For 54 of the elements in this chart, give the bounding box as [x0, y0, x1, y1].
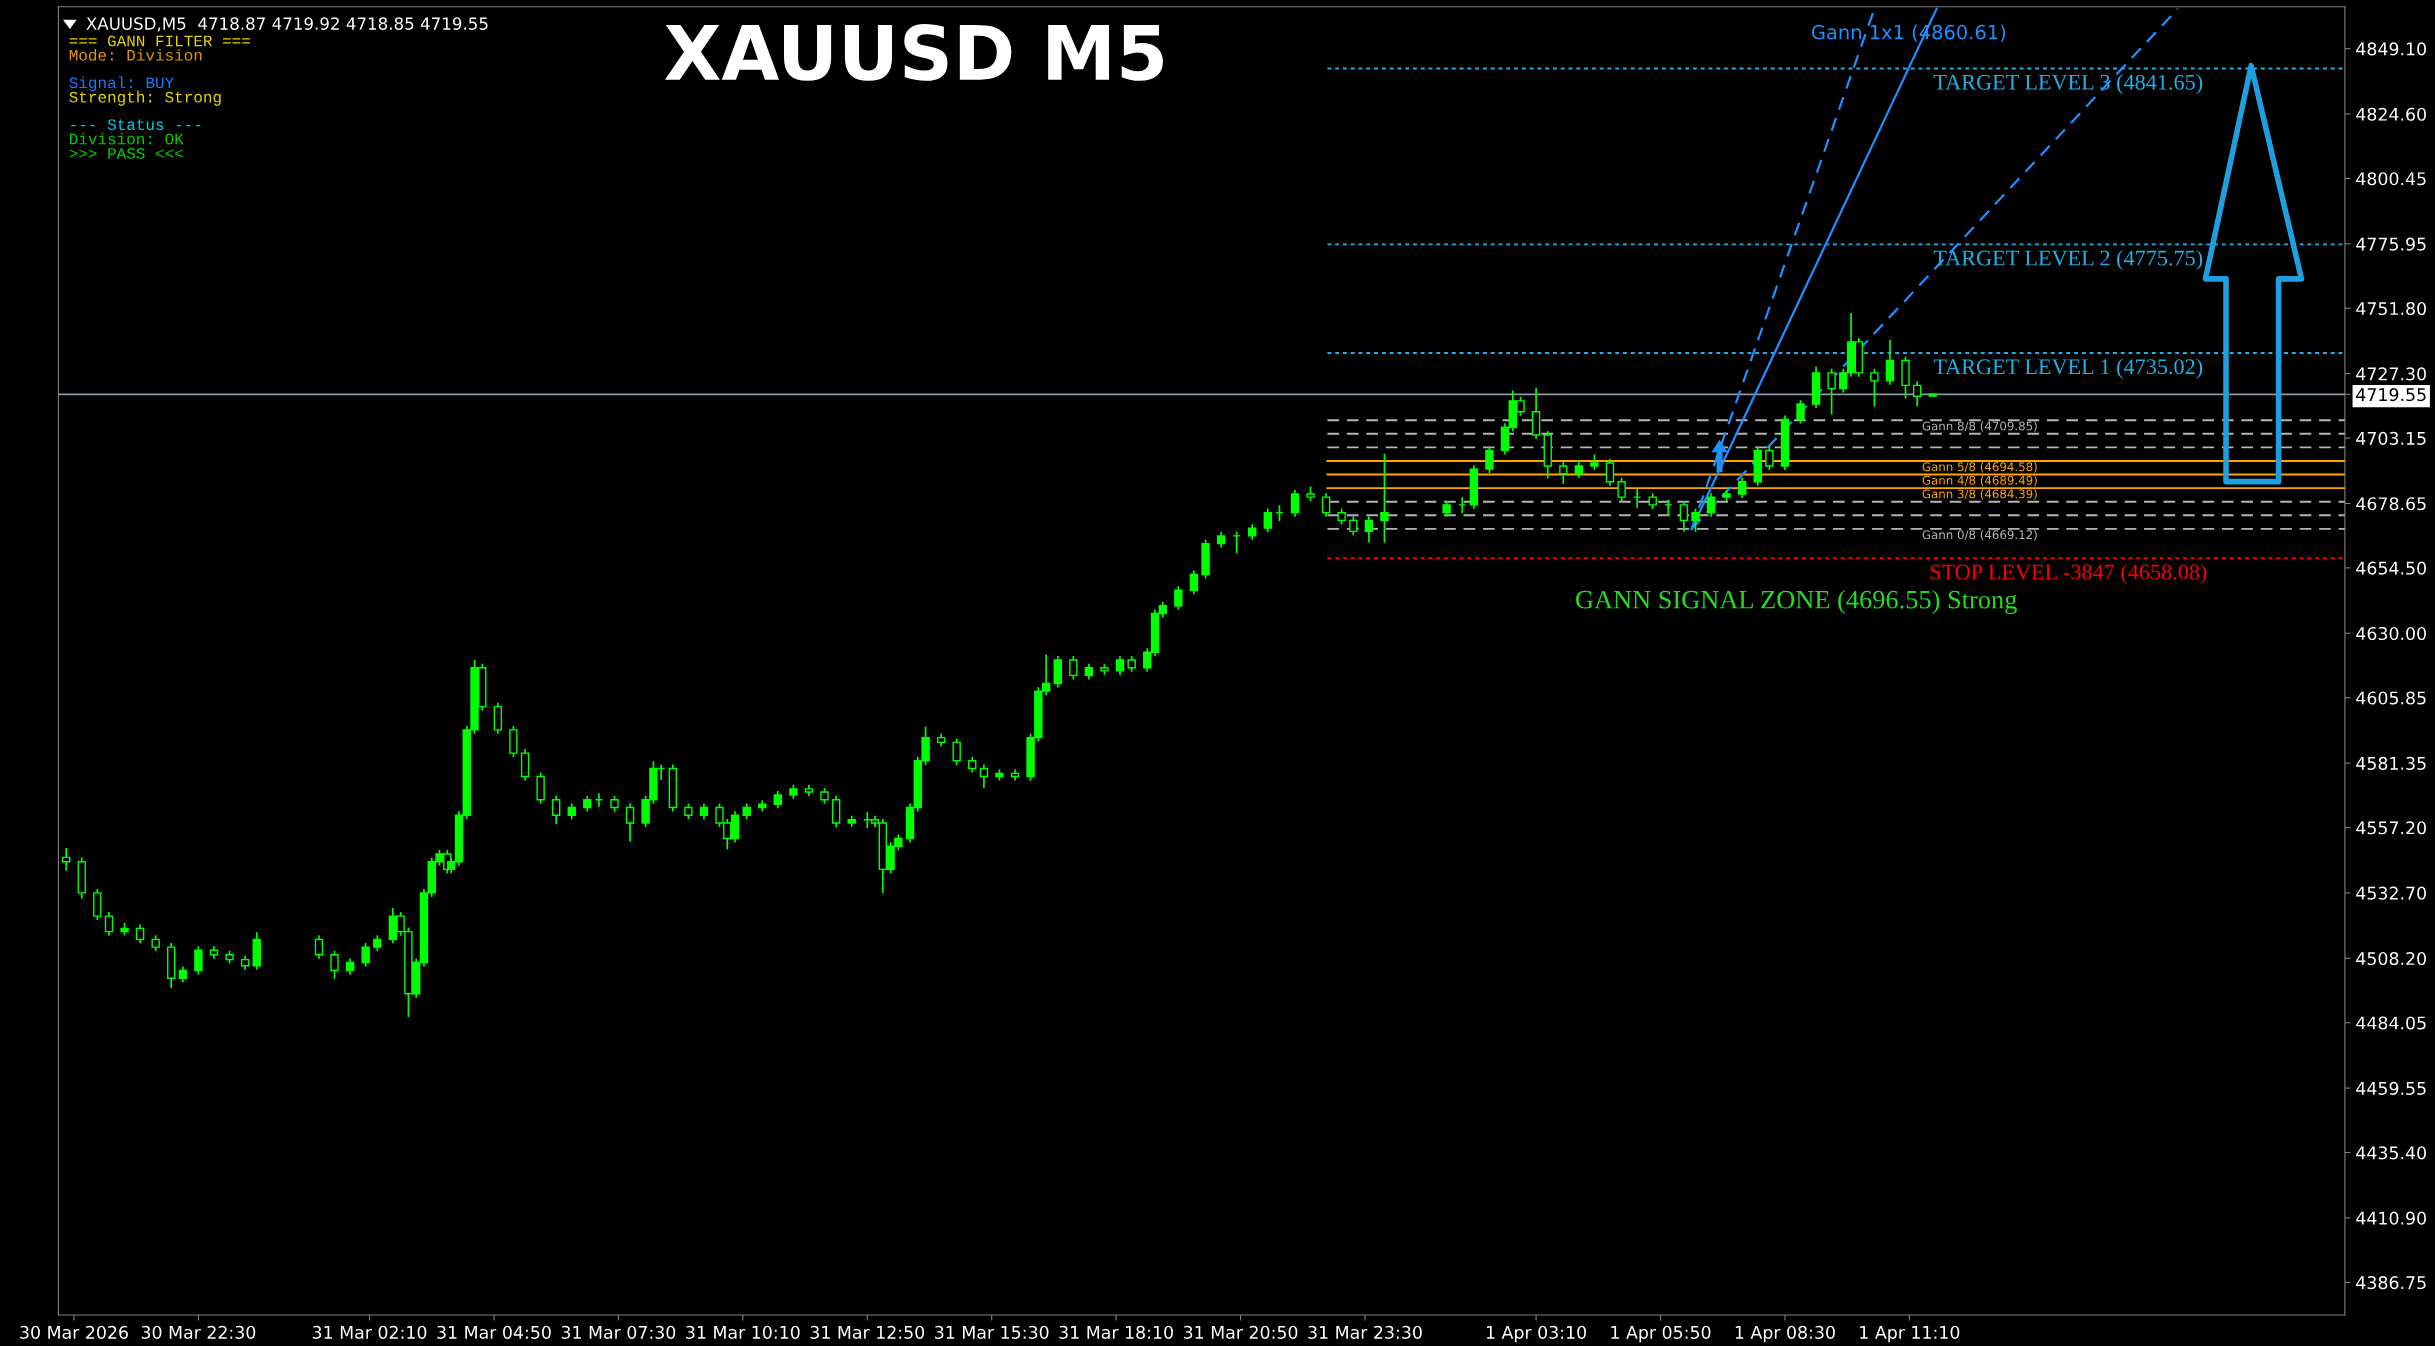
y-tick-label: 4410.90: [2356, 1211, 2426, 1225]
y-tick-label: 4800.45: [2356, 172, 2426, 186]
x-tick-label: 1 Apr 05:50: [1611, 1325, 1711, 1343]
x-tick-label: 31 Mar 02:10: [312, 1325, 427, 1339]
x-tick-label: 31 Mar 07:30: [561, 1325, 676, 1339]
y-tick-label: 4557.20: [2356, 821, 2426, 835]
annotation: Mode: Division: [69, 49, 202, 61]
annotation: === GANN FILTER ===: [69, 35, 250, 47]
ref-line-label: Gann 4/8 (4689.49): [1922, 475, 2037, 487]
ref-line-label: Gann 8/8 (4709.85): [1922, 421, 2037, 432]
y-tick-label: 4824.60: [2356, 107, 2426, 121]
x-tick-label: 31 Mar 15:30: [935, 1325, 1049, 1339]
y-tick-label: 4751.80: [2356, 301, 2426, 316]
annotation: XAUUSD,M5 4718.87 4719.92 4718.85 4719.55: [86, 17, 488, 32]
annotation: Signal: BUY: [69, 76, 174, 92]
y-tick-label: 4581.35: [2356, 756, 2426, 770]
annotation: --- Status ---: [71, 119, 201, 131]
y-tick-label: 4532.70: [2356, 886, 2426, 900]
x-tick-label: 31 Mar 18:10: [1059, 1325, 1173, 1339]
y-tick-label: 4727.30: [2356, 367, 2426, 381]
y-tick-label: 4719.55: [2356, 388, 2426, 402]
x-tick-label: 30 Mar 2026: [20, 1325, 128, 1339]
y-tick-label: 4605.85: [2356, 691, 2426, 705]
x-tick-label: 31 Mar 20:50: [1183, 1325, 1298, 1339]
ref-line-label: TARGET LEVEL 1 (4735.02): [1933, 358, 2203, 379]
x-tick-label: 31 Mar 12:50: [810, 1325, 925, 1339]
y-tick-label: 4654.50: [2356, 561, 2426, 575]
ref-line-label: Gann 3/8 (4684.39): [1922, 489, 2037, 500]
x-tick-label: 31 Mar 04:50: [437, 1325, 551, 1339]
y-tick-label: 4508.20: [2356, 951, 2426, 966]
y-tick-label: 4703.15: [2356, 431, 2426, 445]
annotation: Division: OK: [69, 132, 184, 145]
y-tick-label: 4435.40: [2356, 1146, 2426, 1160]
y-tick-label: 4775.95: [2356, 237, 2426, 251]
x-tick-label: 1 Apr 03:10: [1486, 1325, 1587, 1343]
y-tick-label: 4386.75: [2356, 1276, 2426, 1290]
x-tick-label: 1 Apr 08:30: [1735, 1325, 1835, 1343]
x-tick-label: 30 Mar 22:30: [141, 1325, 256, 1339]
annotation: Strength: Strong: [69, 90, 221, 106]
y-tick-label: 4630.00: [2356, 626, 2426, 641]
ref-line-label: Gann 5/8 (4694.58): [1922, 462, 2037, 473]
y-tick-label: 4849.10: [2356, 42, 2426, 56]
ref-line-label: TARGET LEVEL 2 (4775.75): [1933, 249, 2203, 271]
annotation: >>> PASS <<<: [69, 148, 183, 159]
ref-line-label: Gann 0/8 (4669.12): [1922, 529, 2037, 541]
y-tick-label: 4459.55: [2356, 1081, 2426, 1095]
annotation: GANN SIGNAL ZONE (4696.55) Strong: [1576, 590, 2017, 615]
x-tick-label: 31 Mar 23:30: [1308, 1325, 1422, 1339]
y-tick-label: 4484.05: [2356, 1016, 2426, 1030]
y-tick-label: 4678.65: [2356, 497, 2426, 511]
x-tick-label: 1 Apr 11:10: [1860, 1325, 1960, 1343]
chart-title: XAUUSD M5: [665, 24, 1163, 81]
ref-line-label: STOP LEVEL -3847 (4658.08): [1930, 563, 2207, 585]
x-tick-label: 31 Mar 10:10: [686, 1325, 800, 1339]
